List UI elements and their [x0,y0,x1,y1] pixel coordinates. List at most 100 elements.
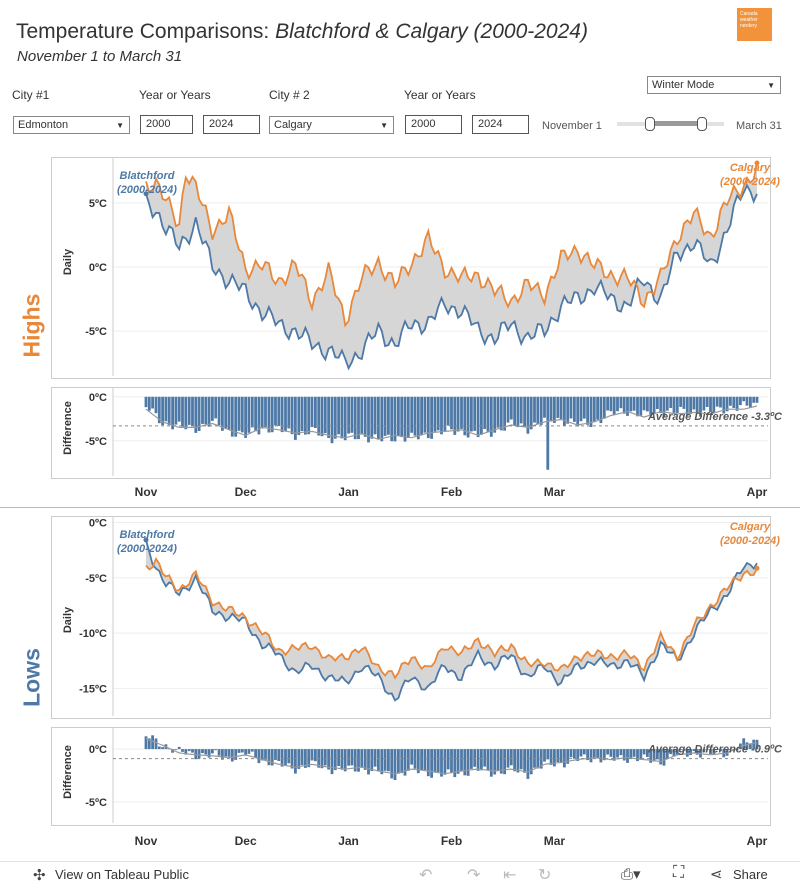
difference-bar [430,749,433,778]
city2-dropdown[interactable]: Calgary ▼ [269,116,394,134]
difference-bar [154,738,158,750]
difference-bar [592,396,596,422]
y-tick-label: -5ºC [85,436,107,448]
difference-bar [709,396,712,413]
difference-bar [157,396,161,424]
difference-bar [237,396,241,431]
difference-bar [586,749,589,761]
date-slider-end-handle[interactable] [697,117,707,131]
difference-bar [579,396,583,422]
revert-icon[interactable]: ⇤ [503,867,517,884]
difference-bar [343,749,347,772]
difference-bar [556,396,560,418]
date-slider-start-handle[interactable] [645,117,655,131]
difference-bar [151,396,154,409]
difference-bar [573,396,576,422]
difference-bar [353,749,357,772]
difference-bar [224,396,228,429]
difference-bar [473,396,477,431]
fullscreen-icon[interactable]: ⛶ [673,864,685,881]
difference-bar [350,396,354,433]
difference-bar [197,749,201,759]
date-end-label: March 31 [736,120,782,132]
difference-bar [679,396,682,407]
difference-bar [646,396,649,412]
difference-bar [201,396,204,424]
share-icon[interactable]: ⋖ [710,866,723,883]
x-tick-label: Mar [544,834,566,848]
difference-bar [310,396,314,428]
year2-start-input[interactable]: 2000 [405,115,462,134]
difference-bar [636,749,639,762]
year2-end-input[interactable]: 2024 [472,115,529,134]
difference-bar [300,396,304,431]
x-tick-label: Feb [441,485,462,499]
difference-bar [390,396,394,442]
year1-end-input[interactable]: 2024 [203,115,260,134]
difference-bar [705,749,709,750]
difference-bar [373,396,377,435]
undo-icon[interactable]: ↶ [419,867,433,884]
dashboard-title: Temperature Comparisons: Blatchford & Ca… [16,20,588,44]
difference-bar [161,396,164,426]
difference-bar [606,749,609,755]
rolling-average-line [145,405,758,440]
difference-bar [420,396,423,435]
difference-bar [489,396,493,437]
difference-bar [566,749,570,764]
difference-bar [171,396,174,430]
city2-value: Calgary [274,119,312,131]
difference-bar [619,749,623,756]
y-tick-label: -5ºC [85,797,107,809]
difference-bar [453,396,457,435]
difference-bar [436,396,440,431]
difference-bar [144,396,148,408]
difference-bar [410,749,414,765]
difference-bar [360,749,364,768]
download-icon[interactable]: ⎙▾ [621,866,641,883]
difference-bar [430,396,433,439]
difference-bar [194,749,198,760]
difference-bar [234,749,238,760]
x-tick-label: Nov [135,834,158,848]
difference-bar [397,749,400,774]
difference-bar [453,749,457,778]
share-button[interactable]: Share [733,867,768,882]
difference-bar [742,396,746,402]
difference-bar [705,396,709,407]
difference-bar [576,749,580,761]
difference-bar [589,396,593,427]
difference-bar [682,749,686,751]
difference-bar [546,396,550,470]
view-on-tableau-link[interactable]: View on Tableau Public [55,867,189,882]
year1-start-input[interactable]: 2000 [140,115,193,134]
difference-bar [181,396,184,427]
difference-bar [230,396,234,437]
difference-bar [529,396,533,430]
city1-dropdown[interactable]: Edmonton ▼ [13,116,130,134]
difference-bar [719,749,722,752]
mode-dropdown[interactable]: Winter Mode ▼ [647,76,781,94]
difference-bar [387,396,390,435]
difference-bar [626,749,629,763]
difference-bar [506,749,510,768]
calgary-series-years: (2000-2024) [720,176,780,188]
difference-bar [373,749,377,767]
difference-bar [463,749,467,776]
refresh-icon[interactable]: ↻ [538,867,552,884]
redo-icon[interactable]: ↷ [467,867,481,884]
difference-bar [340,749,344,770]
difference-bar [732,396,736,408]
years2-label: Year or Years [404,88,476,102]
difference-bar [284,396,287,432]
difference-bar [516,749,520,773]
difference-bar [360,396,364,434]
difference-bar [675,396,679,413]
difference-bar [337,749,340,766]
difference-bar [227,396,231,430]
chevron-down-icon: ▼ [380,121,388,130]
difference-bar [632,749,636,757]
difference-bar [669,749,673,755]
difference-bar [519,749,523,770]
difference-bar [649,749,653,763]
